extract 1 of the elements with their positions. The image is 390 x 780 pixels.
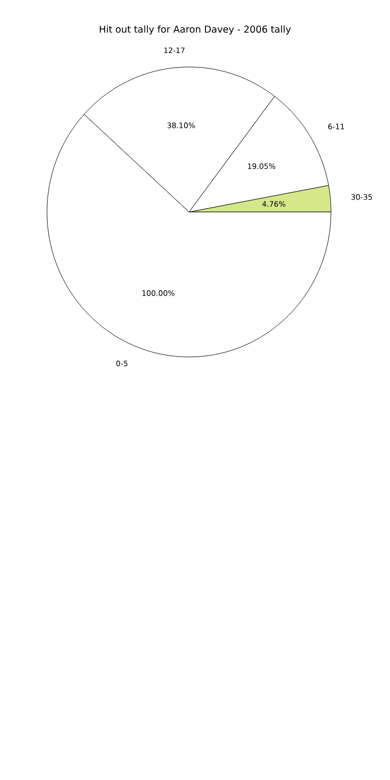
chart-title: Hit out tally for Aaron Davey - 2006 tally: [100, 25, 291, 35]
